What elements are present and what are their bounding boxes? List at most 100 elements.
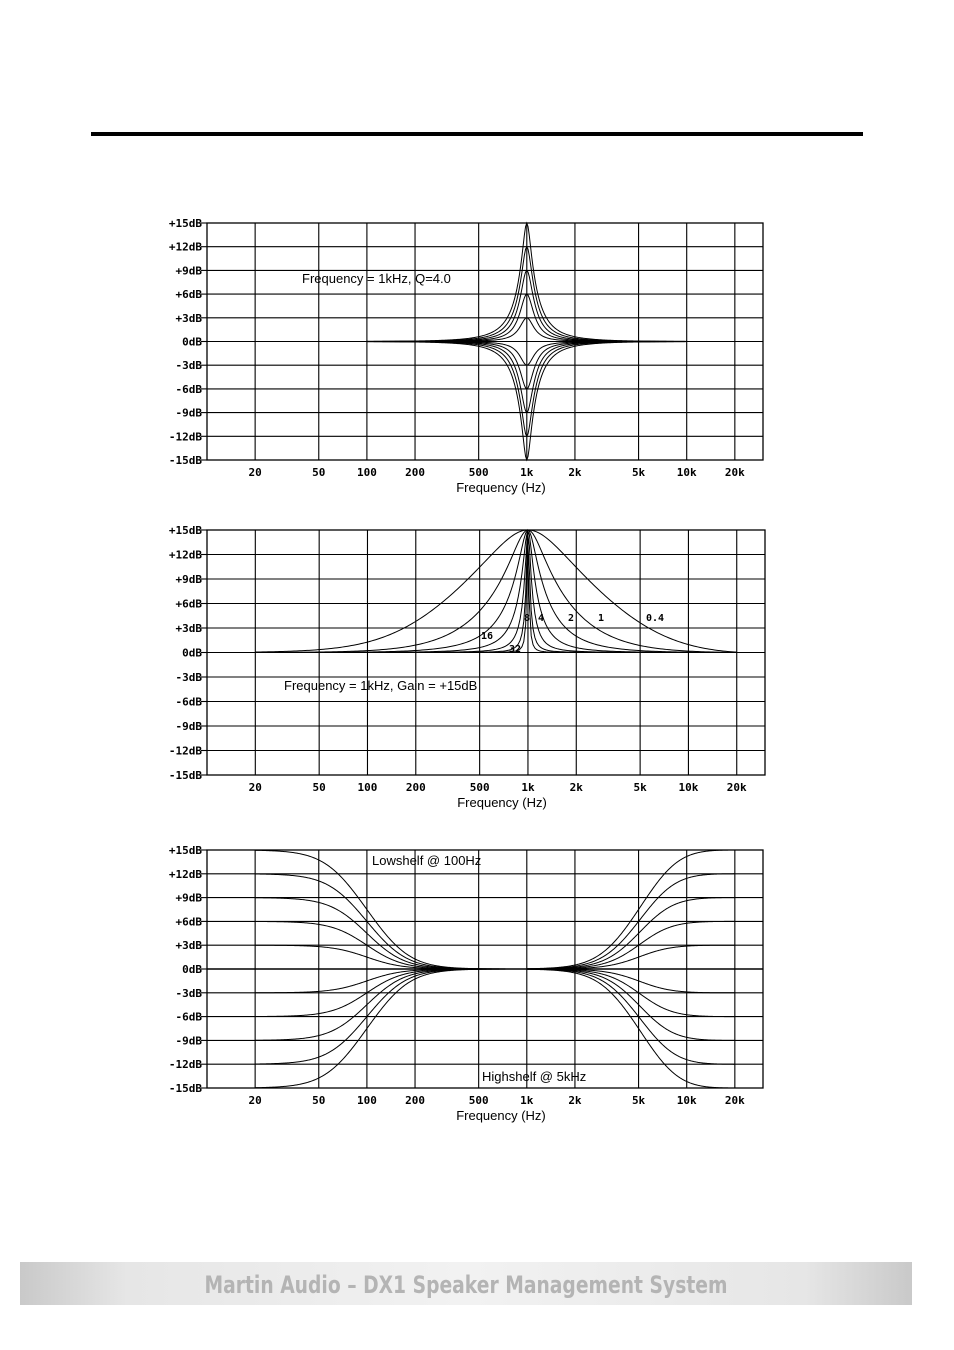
series-line (255, 553, 737, 653)
y-tick-label: -12dB (169, 430, 202, 443)
chart-peaking-gain: +15dB +12dB +9dB +6dB +3dB 0dB -3dB -6dB -9dB -12… (169, 217, 764, 495)
y-tick-label: -15dB (169, 1082, 202, 1095)
highshelf-line (526, 968, 735, 1041)
x-tick-label: 1k (520, 466, 534, 479)
y-tick-label: +12dB (169, 868, 202, 881)
x-tick-label: 20 (249, 781, 262, 794)
y-tick-label: -15dB (169, 454, 202, 467)
chart-shelving: +15dB +12dB +9dB +6dB +3dB 0dB -3dB -6dB -9dB -12… (169, 844, 764, 1123)
lowshelf-line (255, 944, 527, 970)
chart-peaking-q: +15dB +12dB +9dB +6dB +3dB 0dB -3dB -6dB -9dB -12… (169, 524, 766, 810)
x-tick-label: 10k (678, 781, 698, 794)
y-tick-label: -15dB (169, 769, 202, 782)
x-tick-label: 50 (313, 781, 326, 794)
y-tick-label: +6dB (176, 915, 203, 928)
y-tick-label: +12dB (169, 549, 202, 562)
x-tick-label: 1k (520, 1094, 534, 1107)
y-tick-label: 0dB (182, 963, 202, 976)
y-tick-label: +6dB (176, 288, 203, 301)
series-line (255, 528, 737, 653)
chart-annotation: Highshelf @ 5kHz (482, 1069, 586, 1084)
x-tick-label: 50 (312, 466, 325, 479)
y-tick-label: -3dB (176, 987, 203, 1000)
series-label: 8 (524, 613, 530, 624)
x-tick-label: 20k (725, 1094, 745, 1107)
lowshelf-line (255, 849, 527, 970)
chart-annotation: Frequency = 1kHz, Gain = +15dB (284, 678, 477, 693)
x-tick-label: 20k (727, 781, 747, 794)
y-tick-label: -9dB (176, 407, 203, 420)
series-label: 16 (481, 631, 493, 642)
y-tick-label: -6dB (176, 383, 203, 396)
x-tick-label: 100 (357, 1094, 377, 1107)
x-tick-label: 5k (633, 781, 647, 794)
y-tick-label: +3dB (176, 939, 203, 952)
y-tick-label: -3dB (176, 671, 203, 684)
highshelf-line (526, 897, 735, 970)
y-tick-label: +9dB (176, 892, 203, 905)
highshelf-line (526, 968, 735, 1065)
x-tick-label: 20 (249, 1094, 262, 1107)
y-tick-label: -9dB (176, 720, 203, 733)
series-label: 2 (568, 613, 574, 624)
lowshelf-line (255, 897, 527, 970)
highshelf-line (526, 849, 735, 970)
x-tick-label: 10k (677, 466, 697, 479)
x-tick-label: 5k (632, 1094, 646, 1107)
y-tick-label: +9dB (176, 264, 203, 277)
lowshelf-line (255, 968, 527, 1041)
y-tick-label: +15dB (169, 217, 202, 230)
y-tick-label: -12dB (169, 1058, 202, 1071)
series-label: 0.4 (646, 613, 664, 624)
x-tick-label: 200 (406, 781, 426, 794)
series-label: 1 (598, 613, 604, 624)
series-line (255, 529, 737, 653)
top-rule (91, 132, 863, 136)
footer-title: Martin Audio – DX1 Speaker Management Sy… (204, 1271, 728, 1299)
y-tick-label: +15dB (169, 844, 202, 857)
highshelf-line (526, 968, 735, 1089)
x-tick-label: 100 (358, 781, 378, 794)
y-tick-label: -12dB (169, 745, 202, 758)
x-tick-label: 100 (357, 466, 377, 479)
chart-annotation: Frequency = 1kHz, Q=4.0 (302, 271, 451, 286)
x-tick-label: 500 (469, 1094, 489, 1107)
y-tick-label: +6dB (176, 598, 203, 611)
x-tick-label: 1k (521, 781, 535, 794)
chart-annotation: Lowshelf @ 100Hz (372, 853, 481, 868)
y-tick-label: +3dB (176, 312, 203, 325)
y-tick-label: +9dB (176, 573, 203, 586)
highshelf-line (526, 944, 735, 970)
x-axis-title: Frequency (Hz) (457, 795, 547, 810)
x-axis-title: Frequency (Hz) (456, 1108, 546, 1123)
y-tick-label: 0dB (182, 647, 202, 660)
highshelf-line (526, 968, 735, 994)
y-tick-label: +15dB (169, 524, 202, 537)
y-tick-label: -9dB (176, 1034, 203, 1047)
y-tick-label: -3dB (176, 359, 203, 372)
x-tick-label: 500 (469, 466, 489, 479)
x-tick-label: 2k (570, 781, 584, 794)
y-tick-label: -6dB (176, 696, 203, 709)
series-line (255, 529, 737, 653)
x-tick-label: 5k (632, 466, 646, 479)
x-tick-label: 20k (725, 466, 745, 479)
x-tick-label: 500 (470, 781, 490, 794)
y-tick-label: 0dB (182, 336, 202, 349)
x-tick-label: 20 (249, 466, 262, 479)
footer-banner: Martin Audio – DX1 Speaker Management Sy… (20, 1262, 912, 1305)
x-axis-title: Frequency (Hz) (456, 480, 546, 495)
series-label: 32 (509, 644, 521, 655)
x-tick-label: 2k (568, 466, 582, 479)
y-tick-label: -6dB (176, 1011, 203, 1024)
x-tick-label: 200 (405, 1094, 425, 1107)
series-label: 4 (538, 613, 544, 624)
y-tick-label: +12dB (169, 241, 202, 254)
y-tick-label: +3dB (176, 622, 203, 635)
lowshelf-line (255, 968, 527, 994)
x-tick-label: 10k (677, 1094, 697, 1107)
x-tick-label: 200 (405, 466, 425, 479)
series-line (366, 341, 687, 462)
series-line (255, 529, 737, 653)
x-tick-label: 2k (568, 1094, 582, 1107)
